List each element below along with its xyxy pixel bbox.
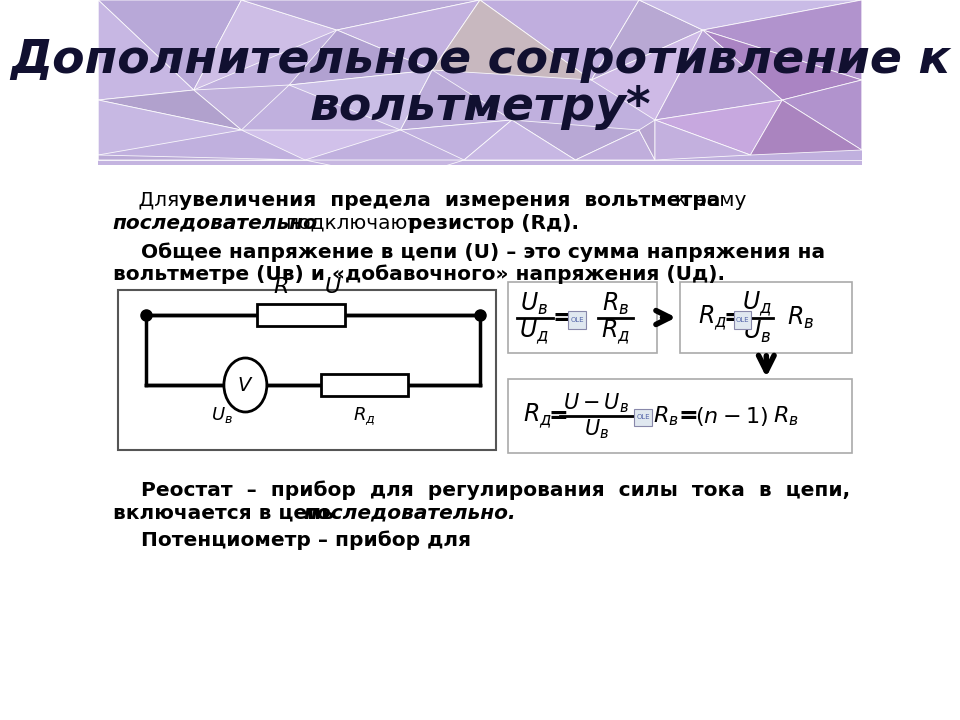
Text: $R_в$: $R_в$: [787, 305, 814, 330]
Text: последовательно: последовательно: [112, 214, 318, 233]
Text: $R_д$: $R_д$: [353, 405, 376, 427]
Text: последовательно.: последовательно.: [303, 503, 516, 523]
Text: к нему: к нему: [675, 191, 746, 210]
Text: резистор (Rд).: резистор (Rд).: [408, 214, 580, 233]
Polygon shape: [289, 30, 432, 85]
Text: $R_д$: $R_д$: [698, 303, 727, 332]
Text: Дополнительное сопротивление к: Дополнительное сопротивление к: [10, 37, 950, 83]
FancyBboxPatch shape: [118, 290, 496, 450]
Text: $U_д$: $U_д$: [742, 289, 772, 318]
Polygon shape: [655, 100, 782, 155]
FancyBboxPatch shape: [733, 310, 752, 328]
Text: $U_в$: $U_в$: [210, 405, 232, 425]
Polygon shape: [432, 0, 591, 80]
FancyBboxPatch shape: [257, 304, 345, 326]
FancyBboxPatch shape: [635, 409, 652, 426]
Polygon shape: [655, 30, 782, 120]
Text: =: =: [548, 404, 568, 428]
Polygon shape: [98, 0, 194, 100]
Polygon shape: [639, 120, 655, 160]
Text: =: =: [553, 305, 572, 330]
Text: Реостат  –  прибор  для  регулирования  силы  тока  в  цепи,: Реостат – прибор для регулирования силы …: [112, 480, 850, 500]
Text: OLE: OLE: [636, 414, 650, 420]
Polygon shape: [703, 30, 862, 100]
FancyBboxPatch shape: [508, 282, 658, 353]
Polygon shape: [639, 0, 862, 30]
Text: $(n - 1)$: $(n - 1)$: [695, 405, 768, 428]
Text: OLE: OLE: [570, 317, 584, 323]
Polygon shape: [241, 0, 480, 30]
Text: Общее напряжение в цепи (U) – это сумма напряжения на: Общее напряжение в цепи (U) – это сумма …: [112, 242, 825, 262]
Text: OLE: OLE: [735, 317, 749, 323]
Polygon shape: [751, 100, 862, 155]
Polygon shape: [703, 0, 862, 80]
Polygon shape: [98, 165, 862, 720]
Polygon shape: [512, 120, 639, 160]
Text: подключают: подключают: [285, 214, 420, 233]
Text: Для: Для: [112, 191, 179, 210]
Polygon shape: [98, 155, 305, 160]
Polygon shape: [655, 120, 751, 160]
Text: $R_в$: $R_в$: [602, 290, 629, 317]
Polygon shape: [98, 0, 862, 165]
Text: вольтметру*: вольтметру*: [309, 84, 651, 130]
Polygon shape: [464, 120, 575, 160]
Polygon shape: [194, 0, 337, 90]
Polygon shape: [241, 130, 400, 160]
Polygon shape: [400, 120, 512, 160]
Polygon shape: [591, 0, 703, 80]
Polygon shape: [98, 100, 241, 155]
Text: =: =: [724, 305, 743, 330]
Text: вольтметре (Uв) и «добавочного» напряжения (Uд).: вольтметре (Uв) и «добавочного» напряжен…: [112, 264, 725, 284]
Text: $R_в$: $R_в$: [654, 404, 679, 428]
Polygon shape: [305, 160, 464, 180]
FancyBboxPatch shape: [321, 374, 408, 396]
Circle shape: [224, 358, 267, 412]
Text: увеличения  предела  измерения  вольтметра: увеличения предела измерения вольтметра: [180, 191, 721, 210]
Text: $U_в$: $U_в$: [584, 417, 609, 441]
FancyBboxPatch shape: [568, 310, 586, 328]
Text: $V$: $V$: [237, 376, 253, 395]
Text: $R$: $R$: [274, 277, 289, 297]
Polygon shape: [782, 80, 862, 150]
Text: включается в цепь: включается в цепь: [112, 503, 333, 523]
Polygon shape: [337, 0, 480, 70]
Text: $R_в$: $R_в$: [773, 404, 799, 428]
Text: $R_д$: $R_д$: [523, 402, 552, 431]
Text: $R_д$: $R_д$: [601, 317, 630, 346]
FancyBboxPatch shape: [98, 165, 862, 720]
Polygon shape: [289, 70, 432, 130]
Polygon shape: [400, 70, 512, 130]
Text: $U_в$: $U_в$: [520, 290, 548, 317]
Text: $U$: $U$: [324, 277, 342, 297]
Text: Потенциометр – прибор для: Потенциометр – прибор для: [112, 530, 470, 550]
Polygon shape: [98, 90, 241, 130]
Polygon shape: [591, 30, 703, 120]
FancyBboxPatch shape: [508, 379, 852, 453]
Polygon shape: [98, 0, 241, 90]
Polygon shape: [194, 85, 289, 130]
Polygon shape: [98, 0, 862, 160]
Polygon shape: [480, 0, 639, 80]
FancyBboxPatch shape: [681, 282, 852, 353]
Text: $U - U_в$: $U - U_в$: [564, 391, 629, 415]
Text: $U_д$: $U_д$: [519, 317, 549, 346]
Text: =: =: [679, 404, 699, 428]
Polygon shape: [575, 130, 655, 160]
Text: $U_в$: $U_в$: [743, 318, 771, 345]
